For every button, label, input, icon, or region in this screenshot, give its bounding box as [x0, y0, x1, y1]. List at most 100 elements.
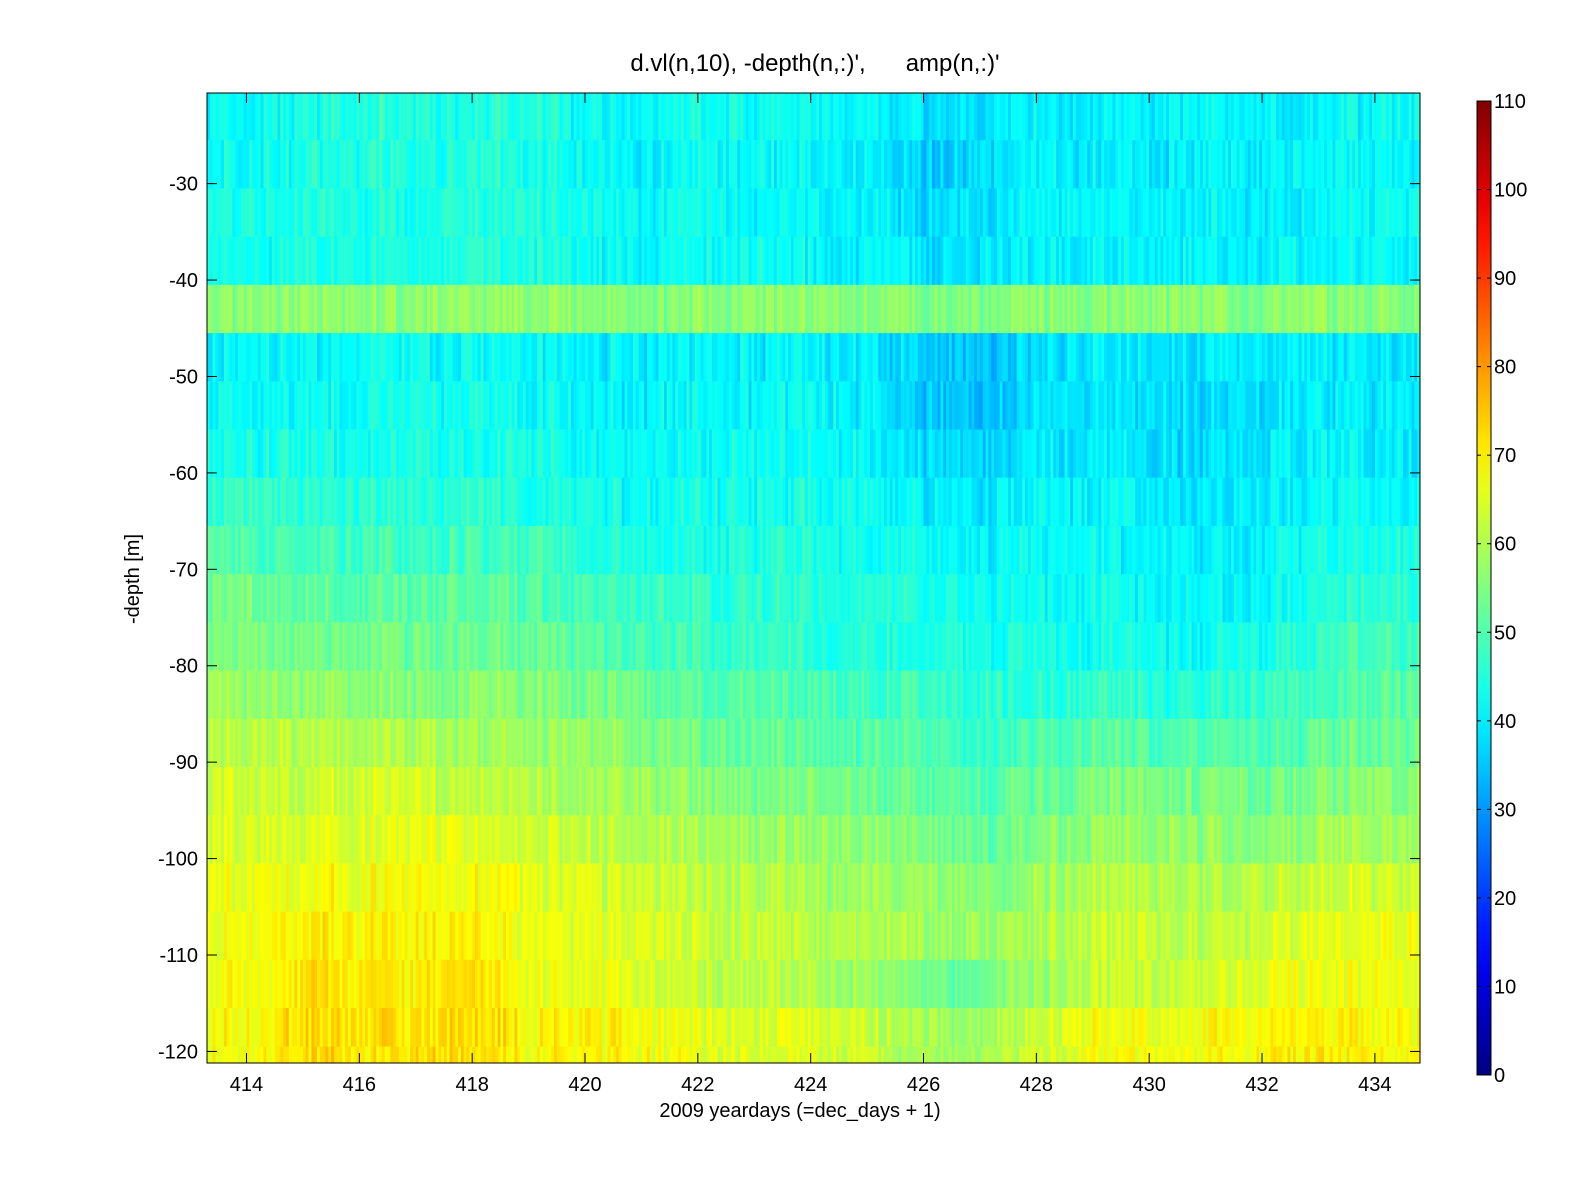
heatmap-cell — [364, 381, 369, 431]
heatmap-cell — [1013, 188, 1018, 238]
heatmap-cell — [407, 93, 411, 141]
heatmap-cell — [931, 525, 936, 575]
heatmap-cell — [1174, 429, 1178, 479]
heatmap-cell — [632, 333, 637, 382]
heatmap-cell — [1106, 525, 1111, 575]
heatmap-cell — [432, 477, 437, 527]
heatmap-cell — [819, 574, 823, 623]
heatmap-cell — [356, 381, 360, 431]
heatmap-cell — [757, 525, 761, 575]
heatmap-cell — [274, 381, 279, 431]
heatmap-cell — [438, 574, 442, 623]
heatmap-cell — [689, 236, 693, 286]
heatmap-cell — [477, 525, 482, 575]
heatmap-cell — [1346, 429, 1351, 479]
heatmap-cell — [528, 429, 533, 479]
heatmap-cell — [697, 188, 702, 238]
heatmap-cell — [1231, 188, 1235, 238]
heatmap-cell — [788, 477, 792, 527]
heatmap-cell — [342, 140, 346, 190]
heatmap-cell — [1118, 333, 1122, 382]
heatmap-cell — [852, 574, 857, 623]
heatmap-cell — [1126, 140, 1131, 190]
heatmap-cell — [759, 140, 764, 190]
heatmap-cell — [1357, 525, 1362, 575]
heatmap-cell — [1036, 429, 1040, 479]
heatmap-cell — [480, 622, 485, 672]
heatmap-cell — [1027, 477, 1032, 527]
heatmap-cell — [277, 477, 281, 527]
heatmap-cell — [1211, 236, 1215, 286]
heatmap-cell — [280, 236, 284, 286]
heatmap-cell — [1214, 477, 1218, 527]
heatmap-cell — [1030, 93, 1035, 141]
heatmap-cell — [728, 574, 733, 623]
heatmap-cell — [449, 140, 454, 190]
heatmap-cell — [1377, 477, 1382, 527]
heatmap-cell — [396, 236, 400, 286]
heatmap-cell — [551, 284, 555, 334]
heatmap-cell — [821, 622, 826, 672]
heatmap-cell — [624, 93, 628, 141]
heatmap-cell — [957, 188, 961, 238]
heatmap-cell — [884, 188, 888, 238]
heatmap-cell — [356, 574, 360, 623]
heatmap-cell — [1033, 525, 1037, 575]
heatmap-cell — [869, 188, 874, 238]
heatmap-cell — [697, 622, 702, 672]
heatmap-cell — [441, 622, 445, 672]
heatmap-cell — [1341, 574, 1345, 623]
heatmap-cell — [1199, 284, 1204, 334]
heatmap-cell — [895, 574, 899, 623]
heatmap-cell — [1061, 333, 1066, 382]
heatmap-cell — [1157, 381, 1162, 431]
heatmap-cell — [585, 284, 589, 334]
heatmap-cell — [850, 574, 854, 623]
heatmap-cell — [638, 188, 643, 238]
heatmap-cell — [1067, 140, 1071, 190]
heatmap-cell — [460, 429, 465, 479]
heatmap-cell — [695, 574, 699, 623]
heatmap-cell — [886, 525, 891, 575]
heatmap-cell — [988, 525, 992, 575]
heatmap-cell — [263, 284, 267, 334]
heatmap-cell — [1411, 429, 1415, 479]
heatmap-cell — [1298, 381, 1303, 431]
heatmap-cell — [655, 333, 659, 382]
heatmap-cell — [1335, 140, 1339, 190]
heatmap-cell — [782, 574, 786, 623]
heatmap-cell — [1374, 333, 1379, 382]
heatmap-cell — [1005, 429, 1009, 479]
heatmap-cell — [1309, 574, 1314, 623]
heatmap-cell — [672, 622, 676, 672]
heatmap-cell — [1307, 574, 1311, 623]
heatmap-cell — [415, 284, 420, 334]
heatmap-cell — [1129, 140, 1133, 190]
heatmap-cell — [618, 381, 623, 431]
heatmap-cell — [1267, 429, 1272, 479]
heatmap-cell — [1386, 140, 1390, 190]
heatmap-cell — [1264, 525, 1269, 575]
heatmap-cell — [596, 429, 600, 479]
heatmap-cell — [494, 236, 499, 286]
heatmap-cell — [497, 93, 501, 141]
heatmap-cell — [438, 333, 442, 382]
heatmap-cell — [582, 381, 586, 431]
heatmap-cell — [1010, 477, 1015, 527]
heatmap-cell — [463, 236, 468, 286]
heatmap-cell — [562, 284, 566, 334]
heatmap-cell — [576, 93, 580, 141]
heatmap-cell — [280, 622, 284, 672]
heatmap-cell — [1293, 93, 1297, 141]
heatmap-cell — [1104, 429, 1108, 479]
heatmap-cell — [333, 284, 338, 334]
heatmap-cell — [317, 477, 321, 527]
heatmap-cell — [663, 429, 668, 479]
heatmap-cell — [1346, 477, 1351, 527]
heatmap-cell — [1152, 525, 1156, 575]
heatmap-cell — [878, 93, 882, 141]
heatmap-cell — [1143, 140, 1147, 190]
heatmap-cell — [576, 477, 580, 527]
heatmap-cell — [415, 525, 420, 575]
heatmap-cell — [627, 477, 631, 527]
